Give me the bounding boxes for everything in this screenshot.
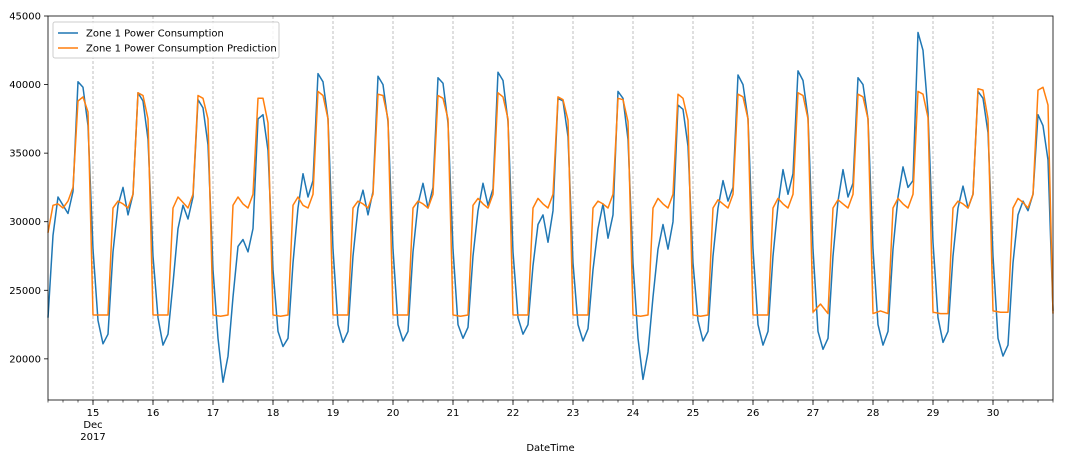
x-gridlines [92,16,994,400]
series-line-prediction [47,86,1054,318]
x-tick-label: 21 [447,408,460,419]
y-tick-label: 40000 [9,80,41,91]
y-tick-label: 20000 [9,354,41,365]
x-tick-label: 16 [147,408,160,419]
legend-label-prediction: Zone 1 Power Consumption Prediction [86,44,277,55]
legend: Zone 1 Power Consumption Zone 1 Power Co… [52,21,280,59]
x-tick-label: 28 [867,408,880,419]
x-tick-label: 18 [267,408,280,419]
series-layer [47,31,1054,383]
x-tick-sublabel: 2017 [80,432,105,443]
x-tick-label: 17 [207,408,220,419]
y-tick-label: 45000 [9,12,41,23]
x-tick-label: 24 [627,408,640,419]
plot-background [48,16,1053,400]
y-tick-label: 25000 [9,286,41,297]
legend-box [52,21,280,59]
y-tick-label: 30000 [9,217,41,228]
legend-label-consumption: Zone 1 Power Consumption [86,29,224,40]
plot-frame [47,15,1054,401]
x-tick-label: 15 [87,408,100,419]
x-tick-label: 22 [507,408,520,419]
x-tick-label: 30 [987,408,1000,419]
x-tick-label: 20 [387,408,400,419]
x-axis-label: DateTime [526,443,574,454]
y-axis: 20000 25000 30000 35000 40000 45000 [9,12,48,365]
x-tick-label: 25 [687,408,700,419]
plot-area [47,15,1054,401]
x-tick-label: 23 [567,408,580,419]
x-tick-label: 29 [927,408,940,419]
x-tick-label: 26 [747,408,760,419]
x-tick-sublabel: Dec [83,420,102,431]
x-tick-label: 27 [807,408,820,419]
series-line-consumption [47,31,1054,383]
x-tick-label: 19 [327,408,340,419]
y-tick-label: 35000 [9,149,41,160]
